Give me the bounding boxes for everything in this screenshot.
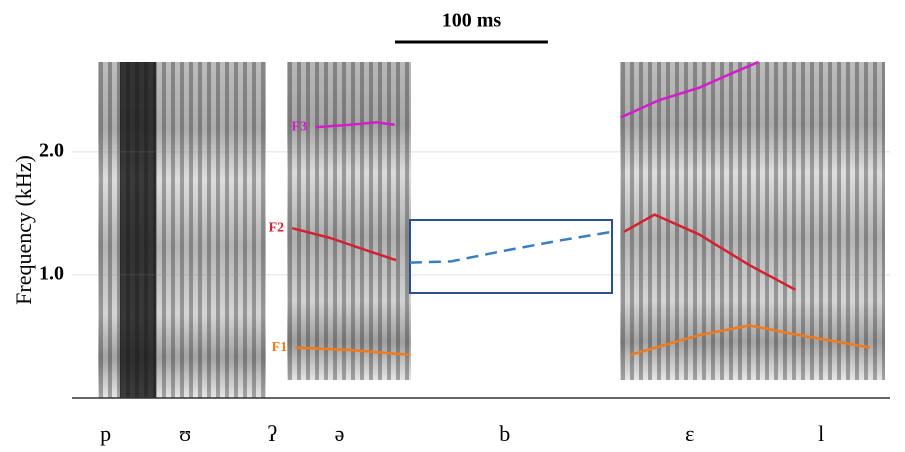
- segment-label: ɛ: [685, 421, 694, 446]
- formant-line: [315, 121, 395, 129]
- segment-label: l: [818, 421, 824, 446]
- segment-label: p: [100, 421, 111, 446]
- legend-label: F2: [269, 220, 285, 235]
- y-tick-label: 1.0: [39, 263, 64, 285]
- formant-line: [629, 324, 871, 357]
- segment-label: ʔ: [267, 421, 277, 446]
- segment-label: b: [499, 421, 510, 446]
- formant-line: [409, 230, 612, 264]
- scale-bar-label: 100 ms: [442, 10, 502, 32]
- formant-line: [291, 226, 397, 262]
- formant-line: [620, 60, 759, 119]
- formant-line: [623, 213, 796, 291]
- segment-label: ʊ: [179, 421, 191, 446]
- y-tick-label: 2.0: [39, 139, 64, 161]
- y-axis-label: Frequency (kHz): [11, 155, 36, 305]
- legend-label: F3: [292, 119, 308, 134]
- legend-label: F1: [272, 340, 288, 355]
- highlight-box: [409, 219, 613, 294]
- segment-label: ə: [335, 421, 345, 446]
- spectrogram: [98, 62, 885, 398]
- formant-line: [295, 346, 411, 357]
